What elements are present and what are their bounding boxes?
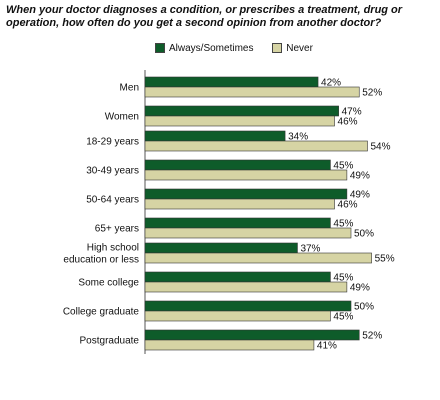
bar-never-high-school-education-or-less [144, 252, 372, 264]
bar-never-men [144, 86, 360, 98]
value-label-never-high-school-education-or-less: 55% [375, 254, 395, 265]
value-label-always-sometimes-18-29-years: 34% [288, 132, 308, 143]
bar-always-sometimes-65-years [144, 217, 331, 229]
category-label-65-years: 65+ years [95, 224, 139, 235]
value-label-never-postgraduate: 41% [317, 341, 337, 352]
category-label-men: Men [120, 83, 139, 94]
category-label-50-64-years: 50-64 years [86, 195, 139, 206]
category-label-30-49-years: 30-49 years [86, 166, 139, 177]
value-label-never-college-graduate: 45% [333, 312, 353, 323]
value-label-always-sometimes-men: 42% [321, 78, 341, 89]
category-label-women: Women [105, 112, 139, 123]
category-label-18-29-years: 18-29 years [86, 137, 139, 148]
category-label-college-graduate: College graduate [63, 307, 140, 318]
value-label-always-sometimes-college-graduate: 50% [354, 302, 374, 313]
bar-always-sometimes-30-49-years [144, 159, 331, 171]
bar-never-college-graduate [144, 310, 331, 322]
bar-always-sometimes-postgraduate [144, 329, 360, 341]
bar-always-sometimes-18-29-years [144, 130, 286, 142]
legend: Always/Sometimes Never [155, 43, 329, 54]
value-label-never-65-years: 50% [354, 229, 374, 240]
bar-never-some-college [144, 281, 348, 293]
bar-always-sometimes-men [144, 76, 319, 88]
legend-label-never: Never [286, 43, 313, 54]
value-label-never-30-49-years: 49% [350, 171, 370, 182]
value-label-always-sometimes-women: 47% [342, 107, 362, 118]
value-label-always-sometimes-some-college: 45% [333, 273, 353, 284]
legend-item-never: Never [272, 43, 313, 54]
chart-title: When your doctor diagnoses a condition, … [6, 4, 403, 29]
bar-never-18-29-years [144, 140, 368, 152]
bar-never-women [144, 115, 335, 127]
value-label-always-sometimes-65-years: 45% [333, 219, 353, 230]
legend-swatch-never [272, 43, 283, 53]
value-label-never-18-29-years: 54% [370, 142, 390, 153]
bar-never-postgraduate [144, 339, 315, 351]
bar-always-sometimes-50-64-years [144, 188, 348, 200]
bar-always-sometimes-some-college [144, 271, 331, 283]
value-label-always-sometimes-30-49-years: 45% [333, 161, 353, 172]
bar-never-50-64-years [144, 198, 335, 210]
bar-always-sometimes-women [144, 105, 339, 117]
legend-item-always-sometimes: Always/Sometimes [155, 43, 253, 54]
category-label-high-school-education-or-less: High school education or less [63, 243, 139, 266]
legend-label-always-sometimes: Always/Sometimes [169, 43, 254, 54]
value-label-never-men: 52% [362, 88, 382, 99]
value-label-always-sometimes-50-64-years: 49% [350, 190, 370, 201]
legend-swatch-always-sometimes [155, 43, 165, 53]
bar-never-30-49-years [144, 169, 348, 181]
value-label-never-some-college: 49% [350, 283, 370, 294]
value-label-never-50-64-years: 46% [338, 200, 358, 211]
bar-never-65-years [144, 227, 352, 239]
bar-always-sometimes-high-school-education-or-less [144, 242, 298, 254]
category-label-postgraduate: Postgraduate [80, 336, 140, 347]
category-label-some-college: Some college [78, 278, 139, 289]
value-label-never-women: 46% [338, 117, 358, 128]
bar-always-sometimes-college-graduate [144, 300, 352, 312]
value-label-always-sometimes-postgraduate: 52% [362, 331, 382, 342]
value-label-always-sometimes-high-school-education-or-less: 37% [300, 244, 320, 255]
